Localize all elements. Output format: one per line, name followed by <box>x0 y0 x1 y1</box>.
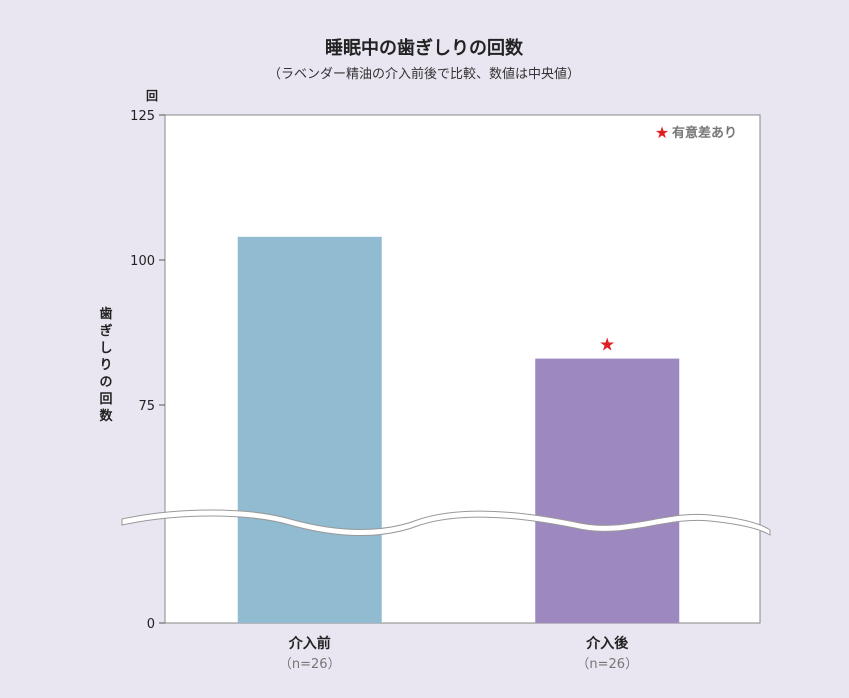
y-axis-label-char: 数 <box>99 408 113 424</box>
y-axis-label-char: の <box>99 375 112 390</box>
x-category-sample-size: （n=26） <box>279 657 341 672</box>
bars <box>237 236 680 624</box>
y-tick-label: 100 <box>130 254 155 269</box>
chart-title: 睡眠中の歯ぎしりの回数 <box>325 37 524 59</box>
bar-after <box>535 358 680 623</box>
x-axis-labels: 介入前 （n=26） 介入後 （n=26） <box>279 635 638 672</box>
y-axis-label-char: り <box>99 358 112 373</box>
y-tick-label: 125 <box>130 109 155 124</box>
x-category-sample-size: （n=26） <box>576 657 638 672</box>
y-axis-label-char: 歯 <box>99 306 112 322</box>
x-category-label: 介入後 <box>585 635 629 652</box>
bar-before <box>237 236 382 624</box>
legend-label: 有意差あり <box>672 125 737 141</box>
y-axis-label-char: し <box>99 341 112 356</box>
y-axis-label-char: ぎ <box>99 323 112 339</box>
y-axis-unit: 回 <box>146 89 158 103</box>
y-axis-label-char: 回 <box>99 392 112 407</box>
y-tick-label: 0 <box>147 617 155 632</box>
chart-subtitle: （ラベンダー精油の介入前後で比較、数値は中央値） <box>268 66 580 82</box>
y-axis-ticks: 0 75 100 125 <box>130 109 165 632</box>
y-axis-label: 歯ぎしりの回数 <box>99 306 113 424</box>
star-icon: ★ <box>655 123 669 142</box>
axis-break-wave <box>121 509 771 536</box>
significance-star: ★ <box>599 335 615 356</box>
y-tick-label: 75 <box>138 399 155 414</box>
x-category-label: 介入前 <box>288 635 331 652</box>
significance-legend: ★ 有意差あり <box>655 123 737 142</box>
